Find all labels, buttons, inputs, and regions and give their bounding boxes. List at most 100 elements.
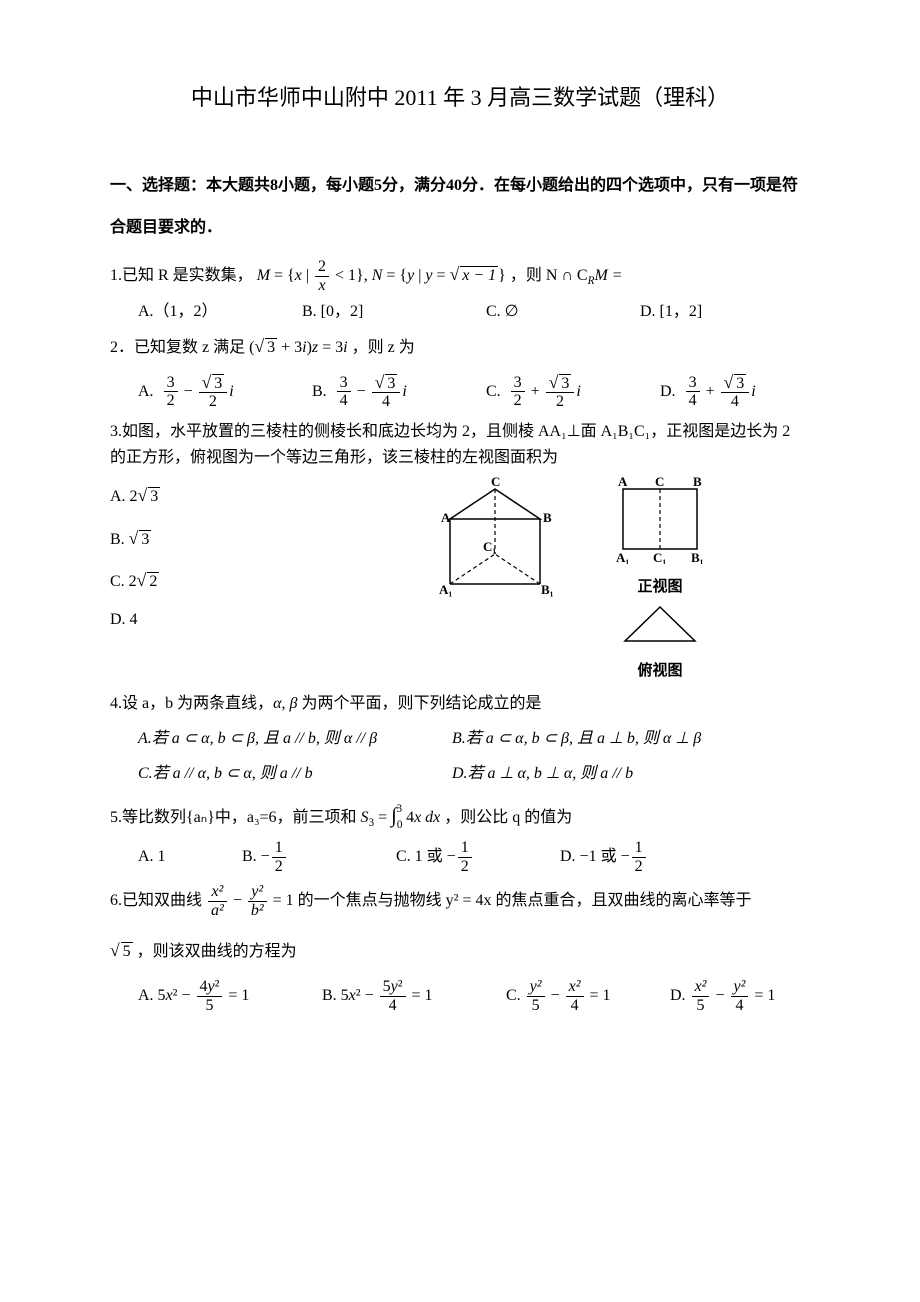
svg-text:A: A bbox=[618, 474, 628, 489]
q1-opt-c: C. ∅ bbox=[486, 299, 636, 325]
q1-options: A.（1，2） B. [0，2] C. ∅ D. [1，2] bbox=[138, 299, 810, 325]
q2-b-label: B. bbox=[312, 379, 327, 405]
q6-opt-a: A. 5x² − 4y²5 = 1 bbox=[138, 978, 318, 1014]
q5-c-pre: C. 1 或 − bbox=[396, 844, 456, 870]
q5-options: A. 1 B. −12 C. 1 或 −12 D. −1 或 −12 bbox=[138, 839, 810, 875]
d: a² bbox=[208, 902, 227, 920]
q2-options: A. 32 − √32i B. 34 − √34i C. 32 + √32i D… bbox=[138, 373, 810, 411]
q5-opt-c: C. 1 或 −12 bbox=[396, 839, 556, 875]
q3-opt-c: C. 2√2 bbox=[110, 559, 330, 601]
q3-figures: A B C C₁ A₁ B₁ A C B A₁ C₁ B₁ 正视图 bbox=[330, 474, 810, 683]
q2-opt-b: B. 34 − √34i bbox=[312, 373, 482, 411]
d: 4 bbox=[731, 997, 749, 1015]
d: 4 bbox=[686, 392, 700, 410]
d: 2 bbox=[272, 858, 286, 876]
q1-opt-b: B. [0，2] bbox=[302, 299, 482, 325]
svg-text:C: C bbox=[491, 474, 500, 489]
question-4: 4.设 a，b 为两条直线，α, β 为两个平面，则下列结论成立的是 bbox=[110, 691, 810, 717]
n: √3 bbox=[372, 373, 401, 394]
q2-opt-a: A. 32 − √32i bbox=[138, 373, 308, 411]
n: 1 bbox=[272, 839, 286, 858]
d: 2 bbox=[164, 392, 178, 410]
n: y² bbox=[248, 883, 267, 902]
d: 2 bbox=[199, 393, 228, 411]
q3-content-row: A. 2√3 B. √3 C. 2√2 D. 4 A B C C₁ A₁ B₁ bbox=[110, 474, 810, 683]
n: y² bbox=[527, 978, 545, 997]
q1-stem-post: ，则 N ∩ C bbox=[510, 267, 588, 284]
q6-opt-c: C. y²5 − x²4 = 1 bbox=[506, 978, 666, 1014]
q3-prism-figure: A B C C₁ A₁ B₁ bbox=[425, 474, 575, 613]
q6-opt-b: B. 5x² − 5y²4 = 1 bbox=[322, 978, 502, 1014]
svg-text:A₁: A₁ bbox=[616, 550, 629, 564]
front-view-caption: 正视图 bbox=[605, 575, 715, 599]
q5-b-pre: B. − bbox=[242, 844, 270, 870]
svg-text:C₁: C₁ bbox=[483, 539, 496, 554]
d: 2 bbox=[632, 858, 646, 876]
n: 3 bbox=[686, 374, 700, 393]
svg-text:A: A bbox=[441, 510, 451, 525]
n: √3 bbox=[721, 373, 750, 394]
svg-text:B₁: B₁ bbox=[691, 550, 704, 564]
q1-math-M: M bbox=[257, 267, 270, 284]
q6-stem-pre: 6.已知双曲线 bbox=[110, 892, 206, 909]
section-1-header: 一、选择题：本大题共8小题，每小题5分，满分40分．在每小题给出的四个选项中，只… bbox=[110, 165, 810, 248]
n: √3 bbox=[546, 373, 575, 394]
n: 4y² bbox=[197, 978, 223, 997]
question-1: 1.已知 R 是实数集， M = {x | 2 x < 1}, N = {y |… bbox=[110, 258, 810, 294]
q5-opt-a: A. 1 bbox=[138, 844, 238, 870]
q4-opt-b: B.若 a ⊂ α, b ⊂ β, 且 a ⊥ b, 则 α ⊥ β bbox=[452, 721, 701, 756]
q3-opt-a: A. 2√3 bbox=[110, 474, 330, 516]
q5-opt-d: D. −1 或 −12 bbox=[560, 839, 648, 875]
question-3: 3.如图，水平放置的三棱柱的侧棱长和底边长均为 2，且侧棱 AA₁⊥面 A₁B₁… bbox=[110, 419, 810, 470]
d: b² bbox=[248, 902, 267, 920]
q6-stem-post: ，则该双曲线的方程为 bbox=[137, 943, 297, 960]
frac-num: 2 bbox=[315, 258, 329, 277]
eq: = 1 bbox=[754, 983, 775, 1009]
n: y² bbox=[731, 978, 749, 997]
n: x² bbox=[566, 978, 584, 997]
d: 4 bbox=[566, 997, 584, 1015]
q5-stem-pre: 5.等比数列{aₙ}中，a₃=6，前三项和 bbox=[110, 809, 361, 826]
eq: = 1 bbox=[590, 983, 611, 1009]
n: x² bbox=[692, 978, 710, 997]
q4-opt-d: D.若 a ⊥ α, b ⊥ α, 则 a // b bbox=[452, 756, 633, 791]
q4-opt-c: C.若 a // α, b ⊂ α, 则 a // b bbox=[138, 756, 448, 791]
svg-text:A₁: A₁ bbox=[439, 582, 452, 597]
q1-opt-a: A.（1，2） bbox=[138, 299, 298, 325]
q3-views-column: A C B A₁ C₁ B₁ 正视图 俯视图 bbox=[605, 474, 715, 683]
d: 2 bbox=[546, 393, 575, 411]
q6-options: A. 5x² − 4y²5 = 1 B. 5x² − 5y²4 = 1 C. y… bbox=[138, 978, 810, 1014]
d: 2 bbox=[511, 392, 525, 410]
q4-opt-a: A.若 a ⊂ α, b ⊂ β, 且 a // b, 则 α // β bbox=[138, 721, 448, 756]
q3-options: A. 2√3 B. √3 C. 2√2 D. 4 bbox=[110, 474, 330, 640]
n: 5y² bbox=[380, 978, 406, 997]
question-6: 6.已知双曲线 x²a² − y²b² = 1 的一个焦点与抛物线 y² = 4… bbox=[110, 883, 810, 919]
eq: = 1 bbox=[228, 983, 249, 1009]
d: 4 bbox=[337, 392, 351, 410]
n: 3 bbox=[511, 374, 525, 393]
q1-opt-d: D. [1，2] bbox=[640, 299, 702, 325]
svg-text:B: B bbox=[543, 510, 552, 525]
svg-text:C: C bbox=[655, 474, 664, 489]
page-title: 中山市华师中山附中 2011 年 3 月高三数学试题（理科） bbox=[110, 80, 810, 115]
q2-d-label: D. bbox=[660, 379, 676, 405]
q2-a-label: A. bbox=[138, 379, 154, 405]
q5-opt-b: B. −12 bbox=[242, 839, 392, 875]
eq: = 1 bbox=[412, 983, 433, 1009]
d: 4 bbox=[372, 393, 401, 411]
n: √3 bbox=[199, 373, 228, 394]
svg-text:B₁: B₁ bbox=[541, 582, 554, 597]
q3-opt-b: B. √3 bbox=[110, 517, 330, 559]
frac-den: x bbox=[315, 277, 329, 295]
svg-text:C₁: C₁ bbox=[653, 550, 666, 564]
n: 1 bbox=[458, 839, 472, 858]
question-2: 2．已知复数 z 满足 (√3 + 3i)z = 3i ，则 z 为 bbox=[110, 332, 810, 361]
n: 1 bbox=[632, 839, 646, 858]
q6-line2: √5 ，则该双曲线的方程为 bbox=[110, 936, 810, 965]
prism-svg: A B C C₁ A₁ B₁ bbox=[425, 474, 575, 604]
q6-stem-mid: 的一个焦点与抛物线 y² = 4x 的焦点重合，且双曲线的离心率等于 bbox=[298, 892, 752, 909]
d: 5 bbox=[692, 997, 710, 1015]
front-view-svg: A C B A₁ C₁ B₁ bbox=[605, 474, 715, 564]
n: 3 bbox=[337, 374, 351, 393]
frac-2-over-x: 2 x bbox=[315, 258, 329, 294]
